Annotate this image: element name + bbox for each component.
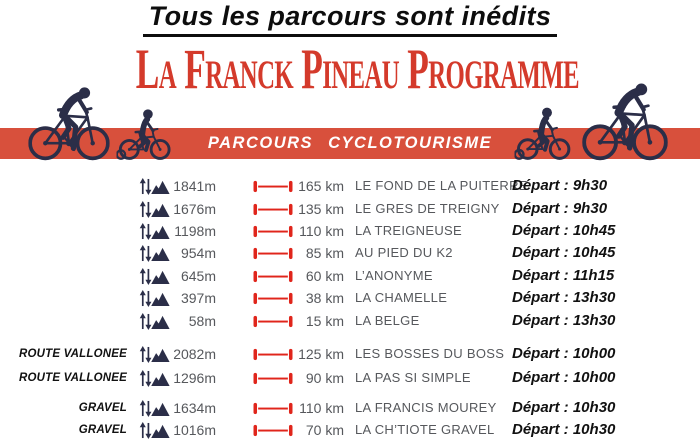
departure-time: Départ : 13h30	[512, 312, 616, 329]
section-label: GRAVEL	[78, 402, 127, 414]
section-label	[10, 198, 127, 220]
distance-value: 110 km	[299, 223, 344, 239]
table-row: 954m 85 km AU PIED DU K2 Départ : 10h45	[0, 242, 700, 264]
elevation-value: 645m	[180, 268, 216, 284]
program-title-text: La Franck Pineau Programme	[135, 38, 580, 101]
section-label	[10, 287, 127, 309]
child-cyclist-icon	[514, 100, 576, 161]
elevation-value: 397m	[180, 290, 216, 306]
table-row: ROUTE VALLONEE 1296m 90 km LA PAS SI SIM…	[0, 367, 700, 389]
departure-time: Départ : 11h15	[512, 267, 615, 284]
departure-time: Départ : 10h30	[512, 399, 616, 416]
section-label: ROUTE VALLONEE	[18, 372, 127, 384]
main-title-text: Tous les parcours sont inédits	[142, 1, 558, 37]
distance-value: 15 km	[305, 313, 344, 329]
table-row: ROUTE VALLONEE 2082m 125 km LES BOSSES D…	[0, 343, 700, 365]
section-label	[10, 175, 127, 197]
distance-value: 70 km	[305, 422, 344, 438]
section-label: GRAVEL	[78, 424, 127, 436]
departure-time: Départ : 10h45	[512, 244, 616, 261]
distance-value: 165 km	[298, 178, 344, 194]
table-row: GRAVEL 1016m 70 km LA CH’TIOTE GRAVEL Dé…	[0, 419, 700, 441]
departure-time: Départ : 9h30	[512, 177, 608, 194]
route-name: LA CH’TIOTE GRAVEL	[355, 422, 495, 437]
section-label	[10, 310, 127, 332]
section-label	[10, 220, 127, 242]
table-row: 1841m 165 km LE FOND DE LA PUITERRE Dépa…	[0, 175, 700, 197]
departure-time: Départ : 13h30	[512, 289, 616, 306]
elevation-value: 2082m	[173, 346, 216, 362]
route-name: LE FOND DE LA PUITERRE	[355, 178, 528, 193]
banner-label: PARCOURS CYCLOTOURISME	[207, 134, 493, 152]
elevation-value: 1634m	[173, 400, 216, 416]
route-name: LA FRANCIS MOUREY	[355, 400, 497, 415]
section-label	[10, 242, 127, 264]
departure-time: Départ : 10h00	[512, 369, 616, 386]
table-row: 645m 60 km L’ANONYME Départ : 11h15	[0, 265, 700, 287]
elevation-value: 1676m	[173, 201, 216, 217]
route-name: LA CHAMELLE	[355, 290, 448, 305]
route-name: LA PAS SI SIMPLE	[355, 370, 471, 385]
elevation-value: 1296m	[173, 370, 216, 386]
table-row: 397m 38 km LA CHAMELLE Départ : 13h30	[0, 287, 700, 309]
distance-value: 90 km	[305, 370, 344, 386]
child-cyclist-icon	[116, 102, 176, 161]
departure-time: Départ : 9h30	[512, 200, 608, 217]
departure-time: Départ : 10h00	[512, 345, 616, 362]
table-row: GRAVEL 1634m 110 km LA FRANCIS MOUREY Dé…	[0, 397, 700, 419]
distance-value: 38 km	[305, 290, 344, 306]
distance-value: 135 km	[298, 201, 344, 217]
elevation-value: 954m	[180, 245, 216, 261]
distance-value: 125 km	[298, 346, 344, 362]
distance-value: 60 km	[305, 268, 344, 284]
route-name: LE GRES DE TREIGNY	[355, 201, 500, 216]
table-row: 58m 15 km LA BELGE Départ : 13h30	[0, 310, 700, 332]
departure-time: Départ : 10h45	[512, 222, 616, 239]
table-row: 1198m 110 km LA TREIGNEUSE Départ : 10h4…	[0, 220, 700, 242]
route-name: LA TREIGNEUSE	[355, 223, 462, 238]
section-label	[10, 265, 127, 287]
program-title: La Franck Pineau Programme	[0, 40, 700, 100]
elevation-value: 58m	[188, 313, 216, 329]
distance-value: 110 km	[299, 400, 344, 416]
departure-time: Départ : 10h30	[512, 421, 616, 438]
main-title: Tous les parcours sont inédits	[0, 1, 700, 37]
table-row: 1676m 135 km LE GRES DE TREIGNY Départ :…	[0, 198, 700, 220]
route-name: AU PIED DU K2	[355, 245, 453, 260]
elevation-value: 1198m	[174, 223, 216, 239]
route-name: LA BELGE	[355, 313, 420, 328]
route-name: L’ANONYME	[355, 268, 433, 283]
elevation-value: 1841m	[173, 178, 216, 194]
route-name: LES BOSSES DU BOSS	[355, 346, 505, 361]
section-label: ROUTE VALLONEE	[18, 348, 127, 360]
elevation-value: 1016m	[173, 422, 216, 438]
distance-value: 85 km	[305, 245, 344, 261]
